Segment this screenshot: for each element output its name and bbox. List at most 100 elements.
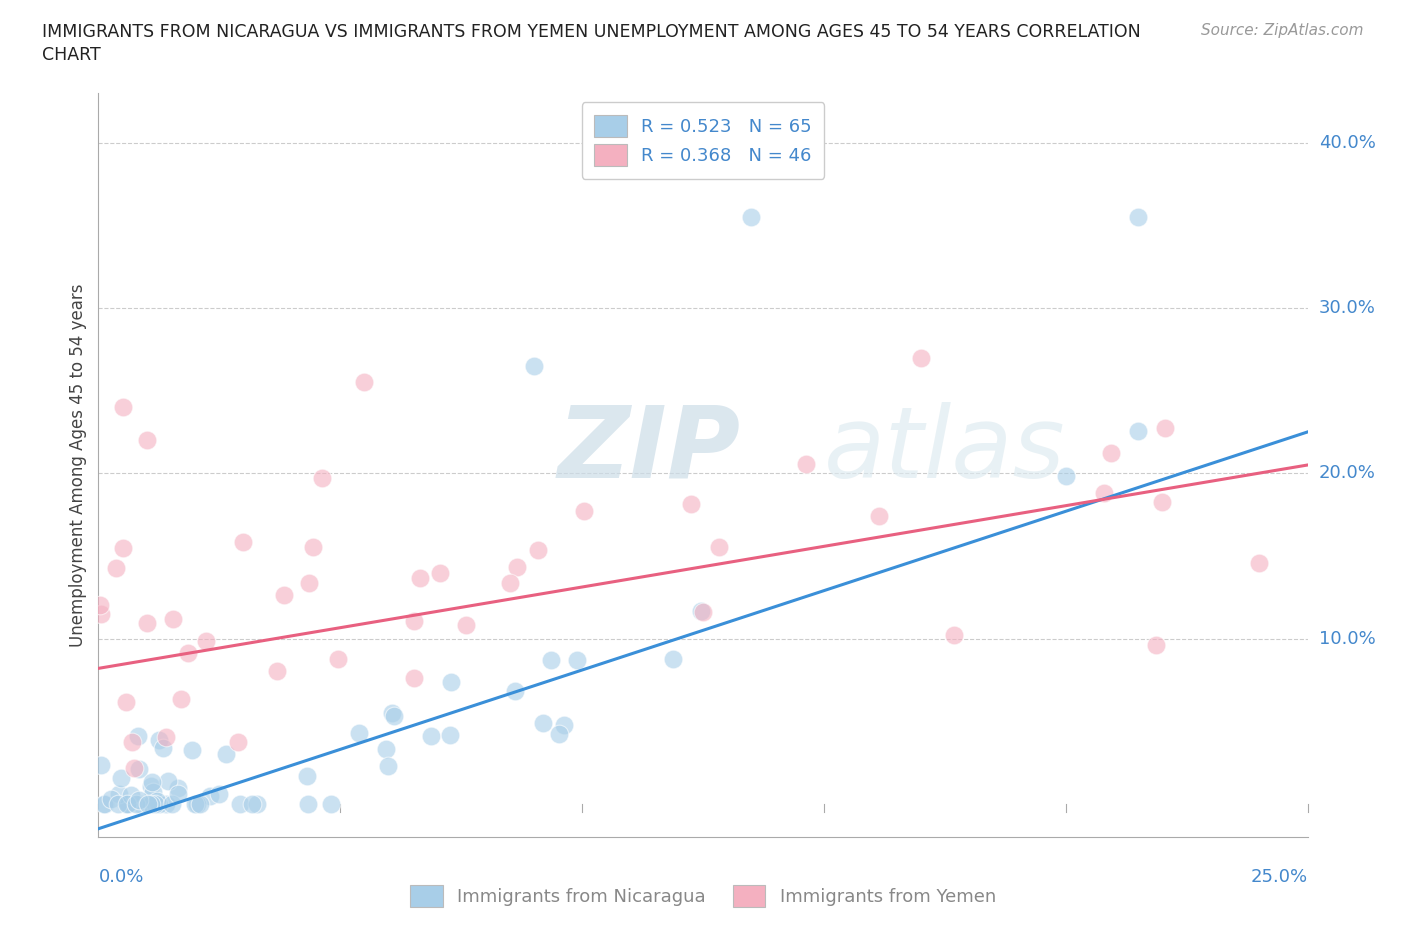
Point (1054, 468, 1077, 483)
Point (128, 762, 150, 777)
Text: 25.0%: 25.0% (1250, 868, 1308, 885)
Point (402, 671, 425, 685)
Point (114, 796, 136, 811)
Point (141, 775, 163, 790)
Point (90, 757, 112, 772)
Point (382, 709, 405, 724)
Point (89, 598, 111, 613)
Point (142, 785, 165, 800)
Text: 40.0%: 40.0% (1319, 134, 1375, 152)
Legend: Immigrants from Nicaragua, Immigrants from Yemen: Immigrants from Nicaragua, Immigrants fr… (401, 876, 1005, 916)
Point (1092, 485, 1115, 500)
Point (709, 539, 731, 554)
Point (321, 796, 343, 811)
Point (93, 796, 115, 811)
Point (1249, 555, 1271, 570)
Text: Source: ZipAtlas.com: Source: ZipAtlas.com (1201, 23, 1364, 38)
Point (186, 796, 208, 811)
Point (326, 652, 349, 667)
Point (104, 561, 127, 576)
Point (353, 375, 375, 390)
Text: atlas: atlas (824, 402, 1066, 498)
Point (404, 614, 426, 629)
Point (349, 725, 371, 740)
Point (1144, 638, 1167, 653)
Point (1128, 424, 1150, 439)
Point (1099, 446, 1122, 461)
Y-axis label: Unemployment Among Ages 45 to 54 years: Unemployment Among Ages 45 to 54 years (69, 284, 87, 646)
Point (200, 789, 222, 804)
Point (122, 761, 145, 776)
Point (136, 616, 159, 631)
Point (229, 796, 252, 811)
Point (117, 796, 139, 811)
Point (128, 792, 150, 807)
Point (136, 796, 159, 811)
Point (690, 604, 713, 618)
Point (692, 604, 714, 619)
Point (499, 576, 522, 591)
Point (162, 796, 184, 811)
Point (121, 735, 143, 750)
Point (419, 728, 441, 743)
Point (107, 796, 129, 811)
Point (139, 796, 162, 811)
Text: 10.0%: 10.0% (1319, 630, 1375, 647)
Point (266, 663, 288, 678)
Point (208, 787, 231, 802)
Point (531, 716, 554, 731)
Point (540, 653, 562, 668)
Point (135, 432, 157, 447)
Point (910, 350, 932, 365)
Point (868, 509, 890, 524)
Point (148, 732, 170, 747)
Point (152, 741, 174, 756)
Point (298, 576, 321, 591)
Point (572, 504, 595, 519)
Point (679, 497, 702, 512)
Point (565, 653, 588, 668)
Point (273, 588, 295, 603)
Point (127, 729, 149, 744)
Point (90, 606, 112, 621)
Point (143, 796, 166, 811)
Point (188, 796, 211, 811)
Point (100, 791, 122, 806)
Text: CHART: CHART (42, 46, 101, 64)
Legend: R = 0.523   N = 65, R = 0.368   N = 46: R = 0.523 N = 65, R = 0.368 N = 46 (582, 102, 824, 179)
Text: 30.0%: 30.0% (1319, 299, 1375, 317)
Text: 0.0%: 0.0% (98, 868, 143, 885)
Point (183, 796, 205, 811)
Point (311, 471, 333, 485)
Point (215, 747, 238, 762)
Point (429, 565, 451, 580)
Point (1152, 494, 1174, 509)
Point (1128, 209, 1150, 224)
Point (943, 627, 966, 642)
Point (129, 796, 152, 811)
Point (662, 652, 685, 667)
Point (155, 730, 177, 745)
Point (409, 570, 432, 585)
Point (302, 539, 325, 554)
Point (177, 645, 200, 660)
Point (120, 787, 142, 802)
Point (228, 734, 250, 749)
Point (381, 705, 404, 720)
Point (170, 691, 193, 706)
Point (297, 768, 319, 783)
Point (115, 695, 138, 710)
Point (375, 741, 398, 756)
Point (553, 717, 575, 732)
Point (232, 535, 254, 550)
Point (166, 786, 188, 801)
Point (111, 400, 134, 415)
Point (111, 540, 134, 555)
Point (155, 796, 177, 811)
Point (108, 787, 131, 802)
Point (246, 796, 269, 811)
Point (297, 796, 319, 811)
Point (125, 796, 148, 811)
Point (456, 618, 478, 632)
Text: IMMIGRANTS FROM NICARAGUA VS IMMIGRANTS FROM YEMEN UNEMPLOYMENT AMONG AGES 45 TO: IMMIGRANTS FROM NICARAGUA VS IMMIGRANTS … (42, 23, 1140, 41)
